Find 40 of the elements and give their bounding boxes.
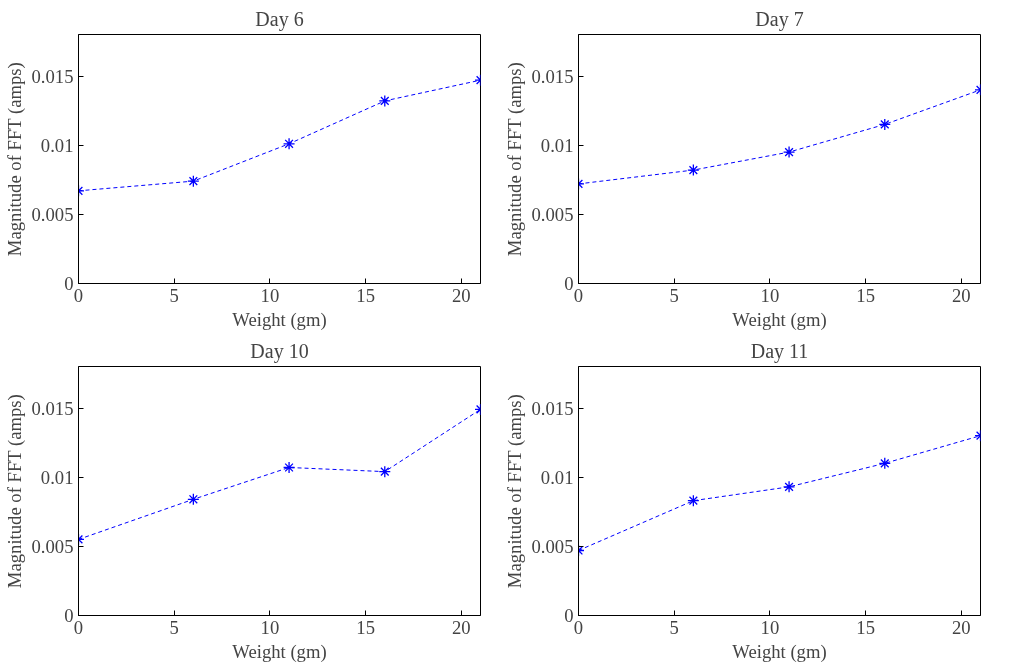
- x-tick-label: 20: [452, 284, 471, 306]
- x-tick-label: 10: [260, 284, 280, 306]
- x-tick-label: 5: [669, 616, 679, 638]
- x-tick-label: 10: [760, 284, 780, 306]
- y-tick-label: 0.01: [40, 134, 74, 156]
- x-tick-label: 5: [169, 616, 179, 638]
- x-axis-title: Weight (gm): [232, 640, 327, 663]
- chart-title: Day 7: [755, 7, 804, 31]
- x-tick-label: 15: [856, 284, 875, 306]
- y-axis-title: Magnitude of FFT (amps): [3, 394, 26, 589]
- y-tick-label: 0.015: [31, 65, 74, 87]
- x-tick-label: 20: [952, 284, 971, 306]
- y-axis-title: Magnitude of FFT (amps): [3, 62, 26, 257]
- y-axis-title: Magnitude of FFT (amps): [503, 394, 526, 589]
- y-axis-title: Magnitude of FFT (amps): [503, 62, 526, 257]
- chart-title: Day 6: [255, 7, 304, 31]
- x-tick-label: 15: [356, 284, 375, 306]
- y-tick-label: 0.005: [531, 203, 574, 225]
- y-tick-label: 0.005: [531, 535, 574, 557]
- x-tick-label: 15: [356, 616, 375, 638]
- x-axis-title: Weight (gm): [732, 308, 827, 331]
- x-tick-label: 5: [669, 284, 679, 306]
- x-tick-label: 20: [452, 616, 471, 638]
- y-tick-label: 0.015: [531, 397, 574, 419]
- x-tick-label: 15: [856, 616, 875, 638]
- y-tick-label: 0.005: [31, 535, 74, 557]
- y-tick-label: 0.01: [540, 134, 574, 156]
- chart-title: Day 10: [250, 339, 309, 363]
- y-tick-label: 0.005: [31, 203, 74, 225]
- y-tick-label: 0.01: [540, 466, 574, 488]
- x-tick-label: 5: [169, 284, 179, 306]
- y-tick-label: 0.015: [31, 397, 74, 419]
- y-tick-label: 0.01: [40, 466, 74, 488]
- x-tick-label: 10: [760, 616, 780, 638]
- x-tick-label: 20: [952, 616, 971, 638]
- x-axis-title: Weight (gm): [732, 640, 827, 663]
- y-tick-label: 0.015: [531, 65, 574, 87]
- x-tick-label: 10: [260, 616, 280, 638]
- x-axis-title: Weight (gm): [232, 308, 327, 331]
- chart-title: Day 11: [750, 339, 809, 363]
